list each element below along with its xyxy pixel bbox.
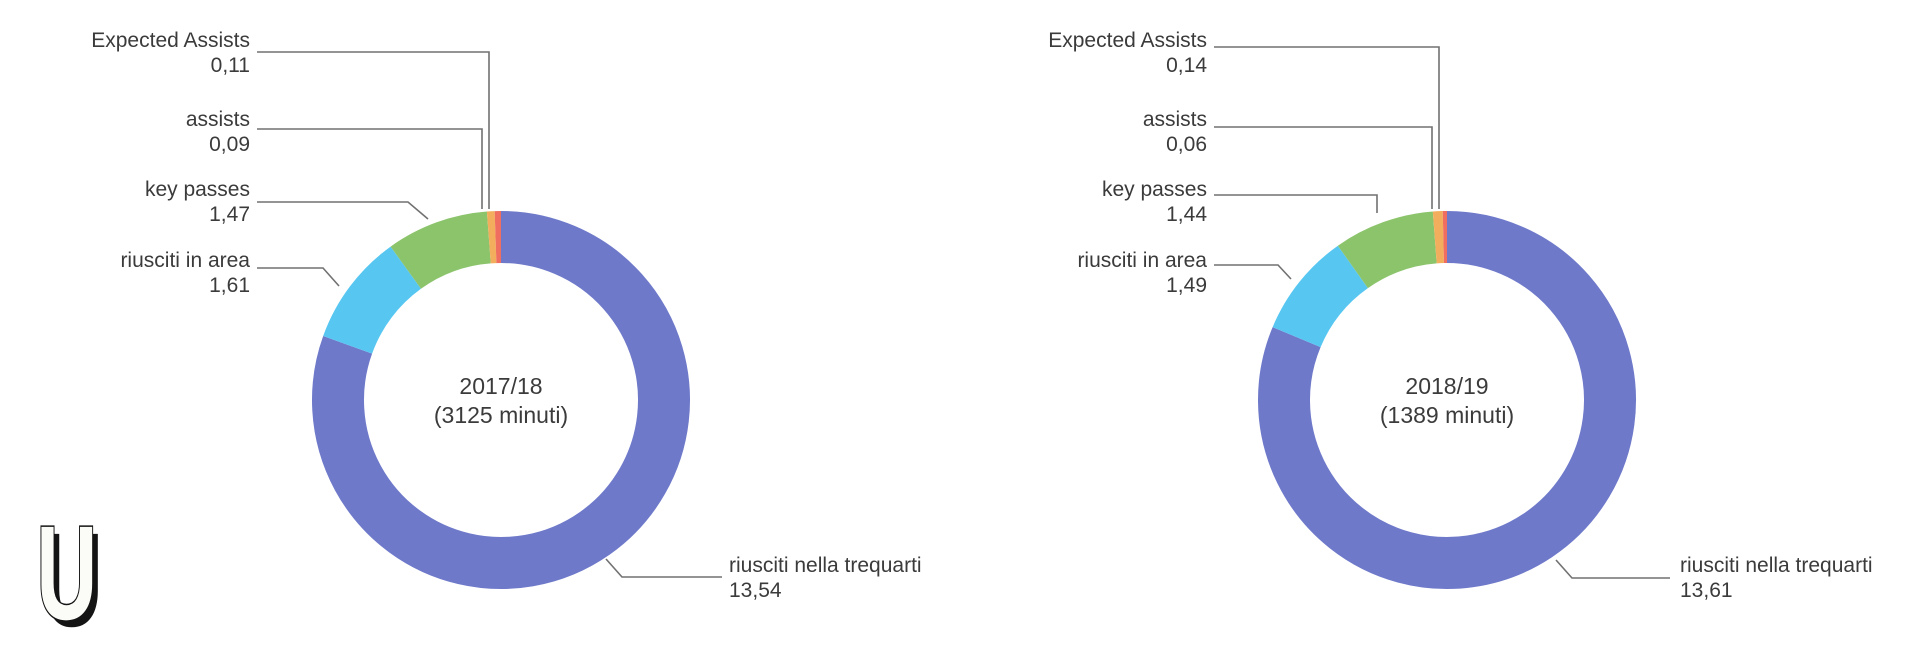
callout-label: riusciti in area 1,61 <box>20 248 250 298</box>
segment-value: 1,49 <box>1166 274 1207 297</box>
callout-label: Expected Assists 0,14 <box>977 28 1207 78</box>
leader-line <box>1214 194 1378 213</box>
segment-value: 1,61 <box>209 274 250 297</box>
segment-name: key passes <box>144 178 250 201</box>
segment-name: riusciti nella trequarti <box>1680 554 1873 577</box>
segment-name: assists <box>185 108 250 131</box>
donut-segment-riusciti-nella-trequarti <box>1258 211 1636 589</box>
callout-label: riusciti nella trequarti 13,54 <box>729 553 979 603</box>
leader-line <box>1214 126 1433 209</box>
segment-value: 13,54 <box>729 579 782 602</box>
donut-segment-riusciti-nella-trequarti <box>312 211 690 589</box>
donut-segment-key-passes <box>1337 211 1438 289</box>
season-label: 2017/18 <box>459 373 543 399</box>
leader-line <box>1555 559 1670 579</box>
callout-label: riusciti nella trequarti 13,61 <box>1680 553 1920 603</box>
callout-label: riusciti in area 1,49 <box>977 248 1207 298</box>
callout-label: key passes 1,44 <box>977 177 1207 227</box>
segment-name: riusciti nella trequarti <box>729 554 922 577</box>
segment-value: 0,14 <box>1166 54 1207 77</box>
segment-name: riusciti in area <box>120 249 250 272</box>
season-label: 2018/19 <box>1405 373 1489 399</box>
segment-value: 0,11 <box>210 54 250 77</box>
leader-line <box>257 267 340 287</box>
logo-letter-face: U <box>36 498 97 648</box>
donut-center-label-2018-19: 2018/19 (1389 minuti) <box>1297 372 1597 430</box>
leader-line <box>257 51 490 209</box>
callout-label: assists 0,09 <box>20 107 250 157</box>
leader-line <box>257 128 483 209</box>
callout-label: assists 0,06 <box>977 107 1207 157</box>
segment-value: 1,47 <box>209 203 250 226</box>
donut-center-label-2017-18: 2017/18 (3125 minuti) <box>351 372 651 430</box>
donut-segment-riusciti-in-area <box>1272 245 1369 348</box>
segment-name: Expected Assists <box>91 29 250 52</box>
donut-segment-key-passes <box>390 211 492 290</box>
segment-name: assists <box>1142 108 1207 131</box>
callout-label: key passes 1,47 <box>20 177 250 227</box>
leader-line <box>1214 46 1440 209</box>
minutes-label: (1389 minuti) <box>1379 402 1515 428</box>
logo-letter-shadow: U <box>42 505 103 655</box>
leader-line <box>1214 264 1292 280</box>
donut-segment-riusciti-in-area <box>323 246 422 355</box>
segment-name: key passes <box>1101 178 1207 201</box>
callout-label: Expected Assists 0,11 <box>20 28 250 78</box>
leader-line <box>605 558 722 578</box>
segment-name: riusciti in area <box>1077 249 1207 272</box>
ultimo-uomo-logo: U U <box>35 497 103 655</box>
leader-line <box>257 201 429 220</box>
segment-name: Expected Assists <box>1048 29 1207 52</box>
segment-value: 13,61 <box>1680 579 1733 602</box>
segment-value: 0,06 <box>1166 133 1207 156</box>
minutes-label: (3125 minuti) <box>433 402 569 428</box>
segment-value: 0,09 <box>209 133 250 156</box>
segment-value: 1,44 <box>1166 203 1207 226</box>
